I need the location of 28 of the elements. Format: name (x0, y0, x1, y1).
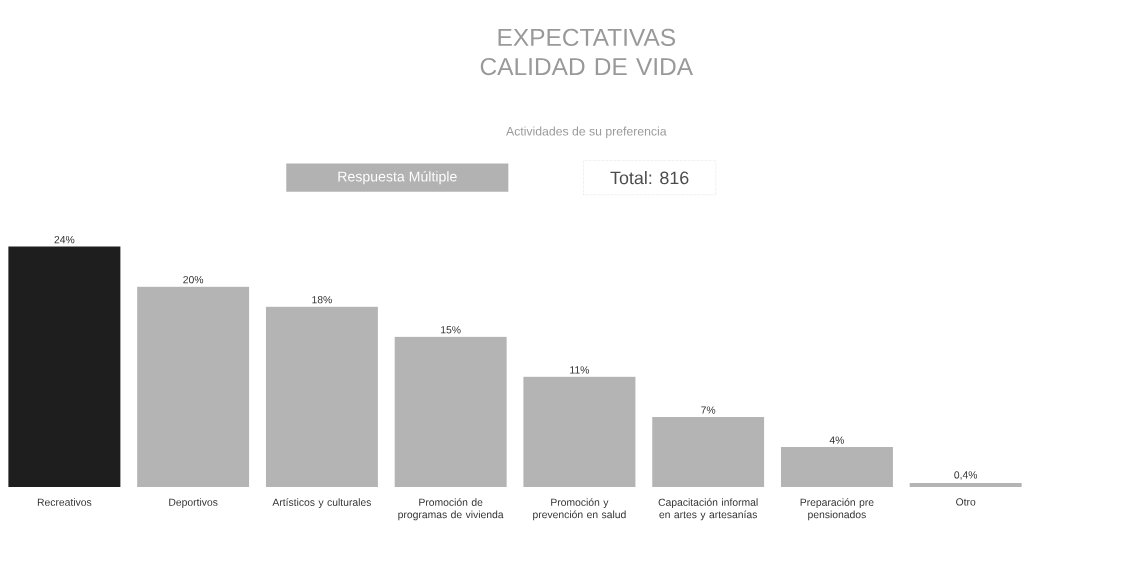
data-label: 4% (829, 436, 845, 444)
x-tick-label: Otro (956, 498, 976, 506)
data-label: 7% (701, 406, 716, 414)
bar (8, 246, 121, 487)
x-tick-label: Capacitación informal en artes y artesanías (658, 498, 758, 521)
x-tick-label: Promoción y prevención en salud (533, 498, 626, 521)
x-tick-label: Preparación pre pensionados (800, 498, 874, 521)
text: Total: 816 (610, 170, 689, 185)
chart-title: EXPECTATIVAS CALIDAD DE VIDA (480, 28, 694, 76)
data-label: 15% (441, 326, 461, 334)
bar (394, 336, 507, 487)
bar (780, 446, 893, 487)
bar (265, 306, 378, 487)
x-tick-label: Deportivos (169, 498, 218, 508)
text: Respuesta Múltiple (338, 170, 457, 185)
x-tick-label: Recreativos (37, 498, 92, 506)
data-label: 0,4% (954, 471, 978, 480)
bar (523, 376, 636, 487)
bar (137, 286, 250, 487)
data-label: 11% (570, 366, 590, 374)
x-tick-label: Promoción de programas de vivienda (398, 498, 504, 521)
bar (909, 482, 1022, 487)
x-tick-label: Artísticos y culturales (272, 498, 371, 508)
data-label: 24% (54, 235, 75, 244)
bar (652, 416, 765, 487)
data-label: 18% (312, 295, 332, 304)
data-label: 20% (183, 275, 204, 284)
chart-subtitle: Actividades de su preferencia (506, 126, 667, 138)
